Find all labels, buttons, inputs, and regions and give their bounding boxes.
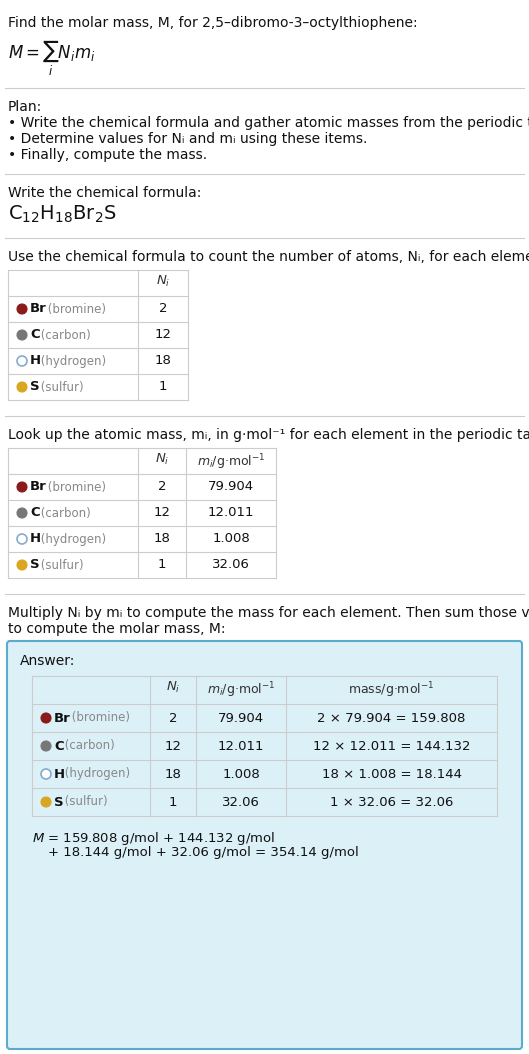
Text: (hydrogen): (hydrogen)	[37, 354, 106, 368]
Text: C: C	[30, 329, 40, 341]
Circle shape	[17, 330, 27, 340]
Circle shape	[17, 382, 27, 392]
Text: 1: 1	[169, 796, 177, 808]
Text: 79.904: 79.904	[208, 481, 254, 493]
Text: (sulfur): (sulfur)	[37, 559, 84, 571]
Text: 12.011: 12.011	[218, 740, 264, 753]
Circle shape	[17, 508, 27, 518]
Text: (hydrogen): (hydrogen)	[61, 767, 130, 781]
Text: 2: 2	[158, 481, 166, 493]
Text: 79.904: 79.904	[218, 711, 264, 724]
Text: 2: 2	[169, 711, 177, 724]
Text: (carbon): (carbon)	[37, 507, 91, 520]
Text: $M$ = 159.808 g/mol + 144.132 g/mol: $M$ = 159.808 g/mol + 144.132 g/mol	[32, 829, 275, 847]
Text: S: S	[30, 559, 40, 571]
Text: + 18.144 g/mol + 32.06 g/mol = 354.14 g/mol: + 18.144 g/mol + 32.06 g/mol = 354.14 g/…	[48, 846, 359, 859]
Text: (carbon): (carbon)	[37, 329, 91, 341]
Text: 12: 12	[154, 329, 171, 341]
Text: $m_i$/g·mol$^{-1}$: $m_i$/g·mol$^{-1}$	[197, 452, 265, 471]
Text: 32.06: 32.06	[222, 796, 260, 808]
Text: Br: Br	[30, 302, 47, 315]
Text: (bromine): (bromine)	[44, 481, 106, 493]
Text: (hydrogen): (hydrogen)	[37, 532, 106, 546]
Text: 1: 1	[159, 380, 167, 393]
Circle shape	[41, 769, 51, 779]
Text: 18: 18	[154, 354, 171, 368]
Text: 12.011: 12.011	[208, 507, 254, 520]
Text: Look up the atomic mass, mᵢ, in g·mol⁻¹ for each element in the periodic table:: Look up the atomic mass, mᵢ, in g·mol⁻¹ …	[8, 428, 529, 442]
Text: $N_i$: $N_i$	[156, 274, 170, 289]
Text: S: S	[30, 380, 40, 393]
Text: H: H	[30, 354, 41, 368]
Text: 2 × 79.904 = 159.808: 2 × 79.904 = 159.808	[317, 711, 466, 724]
Text: $\mathrm{C_{12}H_{18}Br_2S}$: $\mathrm{C_{12}H_{18}Br_2S}$	[8, 204, 116, 226]
Text: • Determine values for Nᵢ and mᵢ using these items.: • Determine values for Nᵢ and mᵢ using t…	[8, 132, 367, 147]
Text: 18: 18	[153, 532, 170, 546]
Text: $M = \sum_i N_i m_i$: $M = \sum_i N_i m_i$	[8, 38, 95, 78]
Text: C: C	[30, 507, 40, 520]
Text: Br: Br	[30, 481, 47, 493]
Circle shape	[41, 741, 51, 752]
Text: $m_i$/g·mol$^{-1}$: $m_i$/g·mol$^{-1}$	[207, 680, 275, 700]
Text: 12: 12	[165, 740, 181, 753]
Text: Br: Br	[54, 711, 71, 724]
Text: Answer:: Answer:	[20, 653, 75, 668]
Text: 12: 12	[153, 507, 170, 520]
Text: 2: 2	[159, 302, 167, 315]
Text: 32.06: 32.06	[212, 559, 250, 571]
Text: C: C	[54, 740, 63, 753]
Text: to compute the molar mass, M:: to compute the molar mass, M:	[8, 622, 225, 636]
Circle shape	[17, 534, 27, 544]
Text: 18 × 1.008 = 18.144: 18 × 1.008 = 18.144	[322, 767, 461, 781]
Text: (carbon): (carbon)	[61, 740, 115, 753]
Text: Multiply Nᵢ by mᵢ to compute the mass for each element. Then sum those values: Multiply Nᵢ by mᵢ to compute the mass fo…	[8, 606, 529, 620]
Text: (sulfur): (sulfur)	[61, 796, 108, 808]
Text: Use the chemical formula to count the number of atoms, Nᵢ, for each element:: Use the chemical formula to count the nu…	[8, 250, 529, 264]
Text: 1: 1	[158, 559, 166, 571]
Text: $N_i$: $N_i$	[166, 680, 180, 695]
Text: 1 × 32.06 = 32.06: 1 × 32.06 = 32.06	[330, 796, 453, 808]
Text: S: S	[54, 796, 63, 808]
Text: $N_i$: $N_i$	[155, 452, 169, 467]
Text: 12 × 12.011 = 144.132: 12 × 12.011 = 144.132	[313, 740, 470, 753]
Text: (sulfur): (sulfur)	[37, 380, 84, 393]
Circle shape	[41, 797, 51, 807]
Text: 18: 18	[165, 767, 181, 781]
Text: H: H	[30, 532, 41, 546]
Circle shape	[17, 356, 27, 366]
Text: 1.008: 1.008	[212, 532, 250, 546]
Text: (bromine): (bromine)	[68, 711, 131, 724]
Circle shape	[17, 560, 27, 570]
Text: Find the molar mass, M, for 2,5–dibromo-3–octylthiophene:: Find the molar mass, M, for 2,5–dibromo-…	[8, 16, 417, 30]
Text: 1.008: 1.008	[222, 767, 260, 781]
FancyBboxPatch shape	[7, 641, 522, 1049]
Circle shape	[17, 304, 27, 314]
Text: (bromine): (bromine)	[44, 302, 106, 315]
Text: • Finally, compute the mass.: • Finally, compute the mass.	[8, 148, 207, 162]
Text: Write the chemical formula:: Write the chemical formula:	[8, 186, 202, 200]
Text: • Write the chemical formula and gather atomic masses from the periodic table.: • Write the chemical formula and gather …	[8, 116, 529, 130]
Circle shape	[41, 713, 51, 723]
Circle shape	[17, 482, 27, 492]
Text: Plan:: Plan:	[8, 100, 42, 114]
Text: H: H	[54, 767, 65, 781]
Text: mass/g·mol$^{-1}$: mass/g·mol$^{-1}$	[348, 680, 435, 700]
